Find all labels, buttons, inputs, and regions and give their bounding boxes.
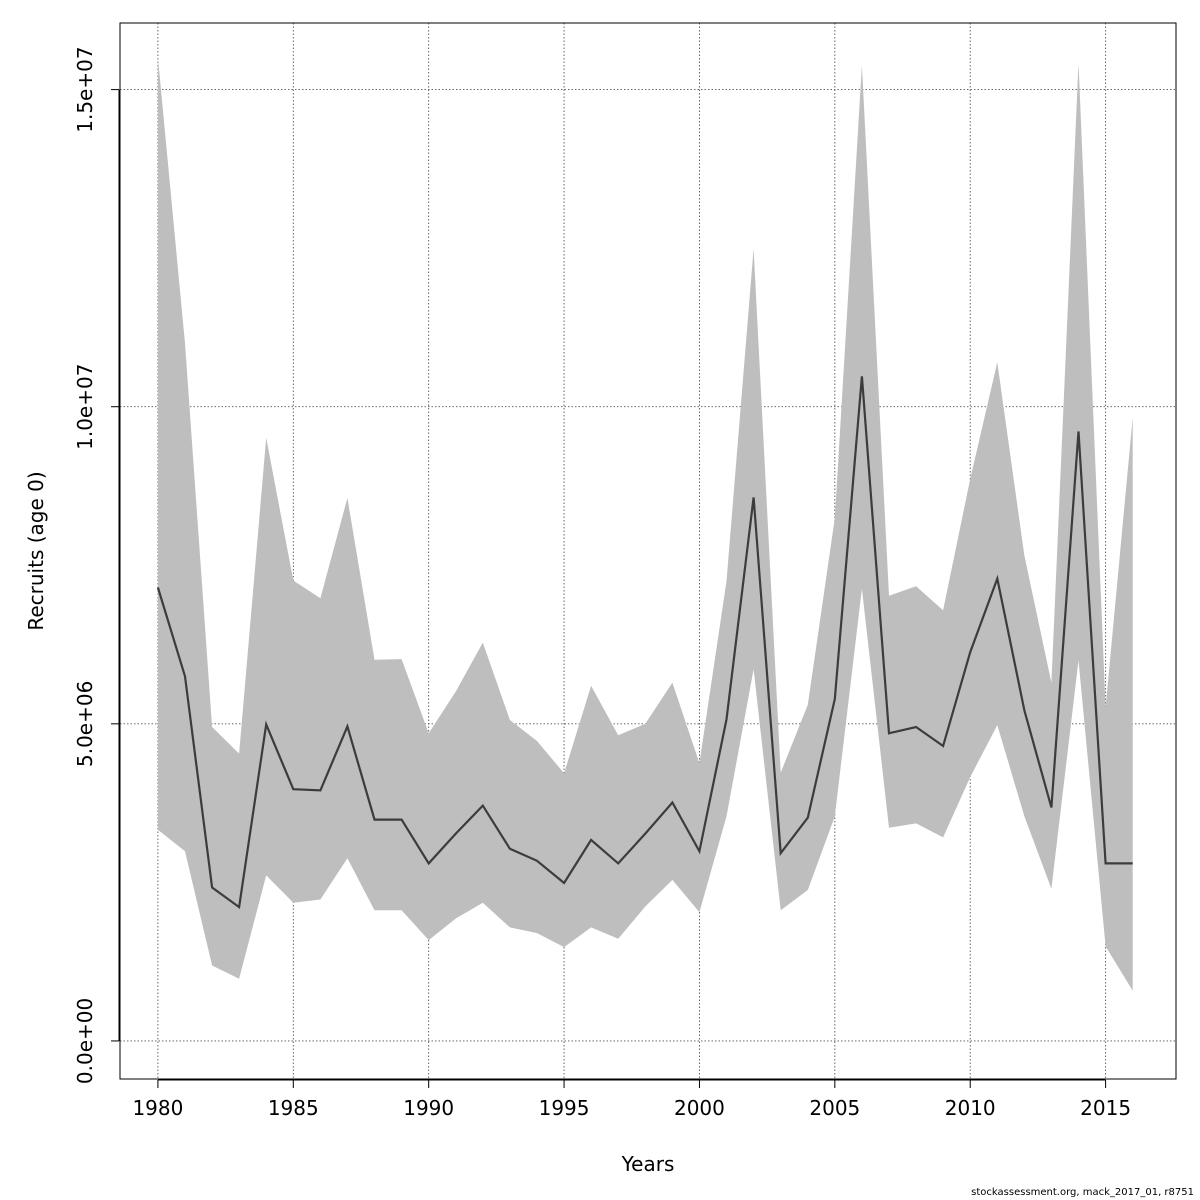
x-tick-label: 1995 [539,1096,590,1120]
x-tick-label: 2000 [674,1096,725,1120]
y-tick-label: 0.0e+00 [73,998,97,1084]
y-axis: 0.0e+00 5.0e+06 1.0e+07 1.5e+07 [73,46,120,1084]
recruits-line [156,376,1133,910]
x-tick-label: 1990 [403,1096,454,1120]
y-tick-label: 1.0e+07 [73,364,97,450]
y-axis-title: Recruits (age 0) [24,471,48,630]
x-tick-label: 2005 [809,1096,860,1120]
y-tick-label: 1.5e+07 [73,46,97,132]
x-tick-label: 2010 [945,1096,996,1120]
x-axis-title: Years [621,1152,675,1176]
x-tick-label: 1985 [268,1096,319,1120]
footer-credit: stockassessment.org, mack_2017_01, r8751 [971,1187,1194,1198]
x-tick-label: 1980 [132,1096,183,1120]
x-tick-label: 2015 [1080,1096,1131,1120]
x-axis: 1980 1985 1990 1995 2000 2005 2010 2015 [132,1079,1131,1120]
confidence-band [157,57,1133,991]
plot-frame [119,22,1177,1080]
y-tick-label: 5.0e+06 [73,681,97,767]
